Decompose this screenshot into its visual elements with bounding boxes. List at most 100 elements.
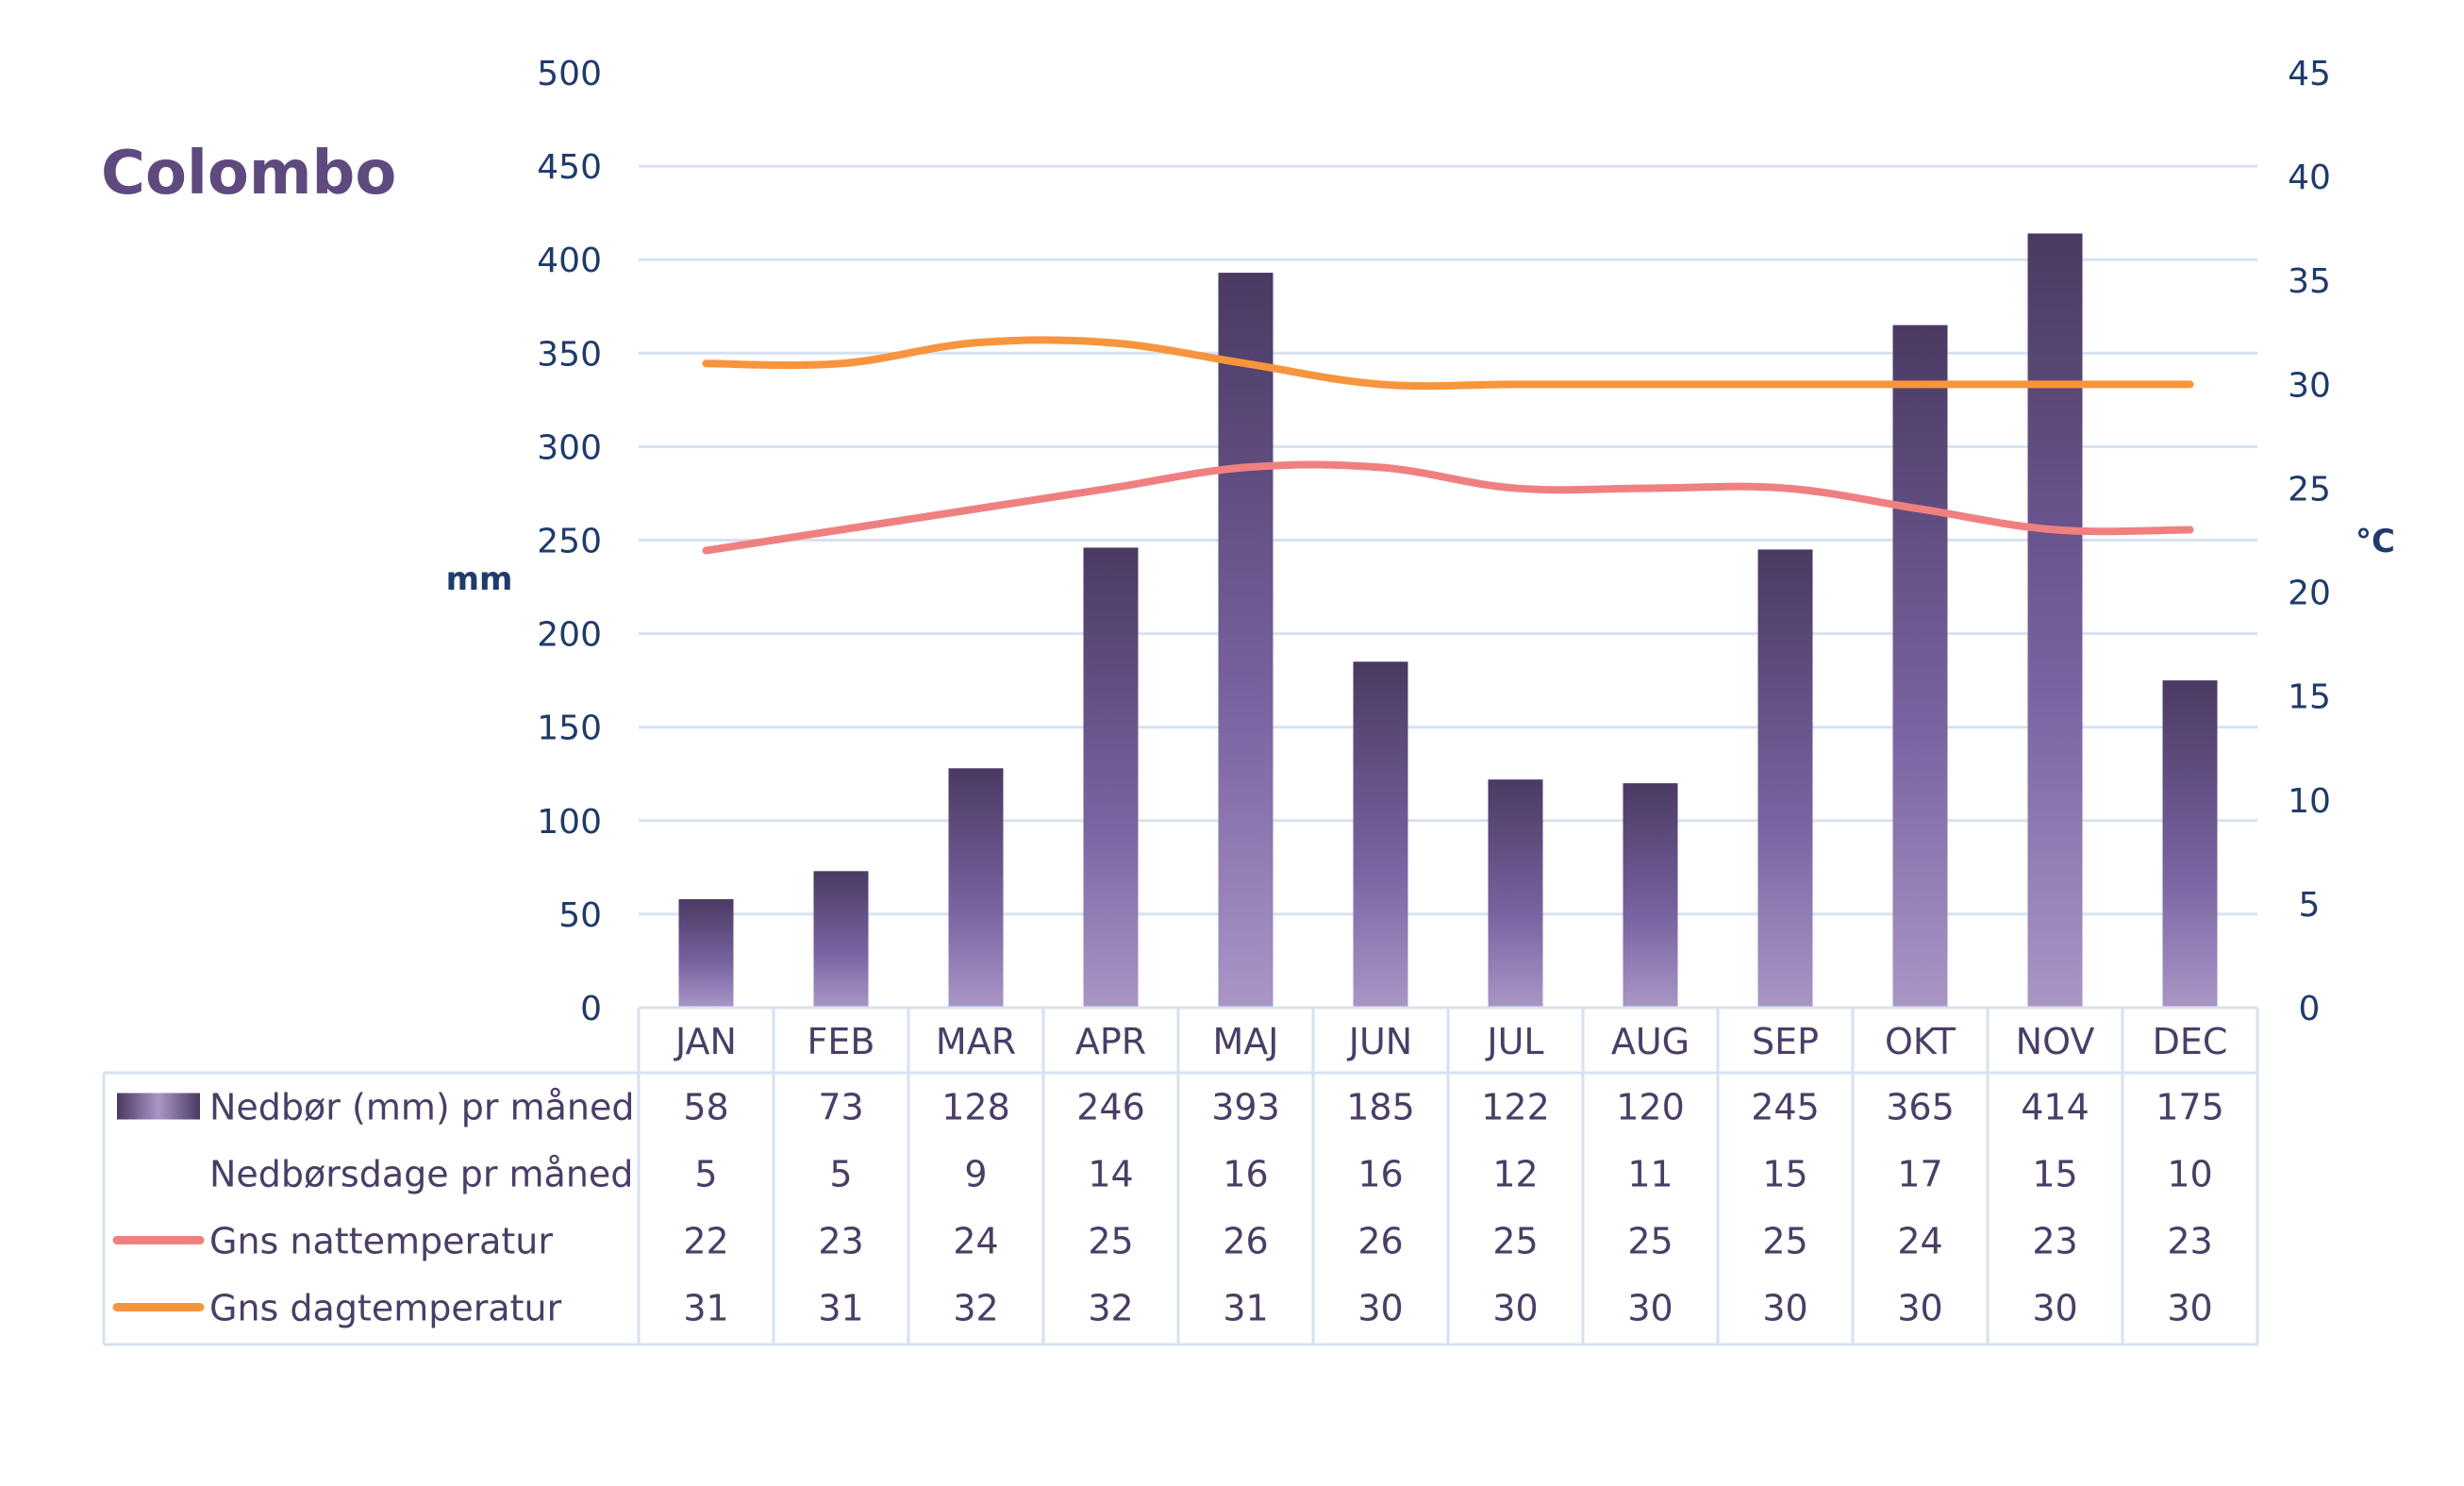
- y-tick-label-left: 100: [537, 803, 602, 842]
- bar-jul: [1488, 779, 1543, 1008]
- bar-feb: [813, 871, 869, 1008]
- table-cell: 14: [1088, 1154, 1133, 1195]
- table-cell: 245: [1751, 1087, 1820, 1128]
- y-tick-label-right: 0: [2299, 990, 2321, 1028]
- table-cell: 24: [953, 1221, 998, 1262]
- y-tick-label-right: 5: [2299, 886, 2321, 925]
- category-label-jul: JUL: [1485, 1021, 1543, 1062]
- table-cell: 120: [1616, 1087, 1685, 1128]
- bar-jun: [1353, 661, 1408, 1008]
- y-axis-left-ticks: 0 50 100 150 200 250 300 350 400 450 500: [537, 55, 602, 1028]
- table-cell: 175: [2156, 1087, 2224, 1128]
- table-cell: 5: [829, 1154, 852, 1195]
- table-cell: 26: [1357, 1221, 1403, 1262]
- table-cell: 31: [818, 1288, 863, 1329]
- bar-okt: [1892, 325, 1948, 1008]
- category-label-jan: JAN: [674, 1021, 737, 1062]
- table-cell: 17: [1897, 1154, 1942, 1195]
- bar-series-precipitation: [678, 233, 2218, 1009]
- y-tick-label-left: 200: [537, 616, 602, 655]
- y-tick-label-left: 150: [537, 710, 602, 748]
- y-axis-right-ticks: 0 5 10 15 20 25 30 35 40 45: [2288, 55, 2331, 1028]
- table-cell: 15: [2032, 1154, 2077, 1195]
- table-cell: 16: [1357, 1154, 1403, 1195]
- table-cell: 25: [1627, 1221, 1673, 1262]
- y-tick-label-right: 25: [2288, 470, 2331, 509]
- y-axis-right-label: °C: [2356, 523, 2395, 560]
- table-cell: 414: [2021, 1087, 2089, 1128]
- bar-dec: [2162, 680, 2218, 1008]
- table-cell: 365: [1886, 1087, 1955, 1128]
- category-label-dec: DEC: [2153, 1021, 2228, 1062]
- line-gns-nattemperatur: [702, 460, 2194, 555]
- y-tick-label-right: 30: [2288, 366, 2331, 405]
- table-cell: 30: [1357, 1288, 1403, 1329]
- table-row-label: Nedbørsdage pr måned: [209, 1154, 633, 1195]
- table-row-label: Nedbør (mm) pr måned: [209, 1087, 634, 1128]
- table-cell: 73: [818, 1087, 863, 1128]
- table-cell: 25: [1492, 1221, 1538, 1262]
- table-cell: 10: [2167, 1154, 2212, 1195]
- y-tick-label-left: 400: [537, 242, 602, 280]
- y-tick-label-left: 300: [537, 428, 602, 467]
- table-cell: 30: [1627, 1288, 1673, 1329]
- table-cell: 246: [1076, 1087, 1145, 1128]
- chart-title: Colombo: [101, 139, 396, 209]
- category-label-nov: NOV: [2016, 1021, 2095, 1062]
- bar-jan: [678, 899, 734, 1008]
- category-label-okt: OKT: [1885, 1021, 1956, 1062]
- y-tick-label-left: 450: [537, 148, 602, 187]
- table-cell: 12: [1492, 1154, 1538, 1195]
- table-cell: 25: [1088, 1221, 1133, 1262]
- y-tick-label-right: 20: [2288, 575, 2331, 613]
- y-tick-label-left: 350: [537, 335, 602, 374]
- y-tick-label-left: 250: [537, 523, 602, 561]
- table-cell: 26: [1223, 1221, 1268, 1262]
- bar-sep: [1757, 549, 1813, 1008]
- table-cell: 393: [1211, 1087, 1280, 1128]
- table-cell: 122: [1481, 1087, 1550, 1128]
- category-label-maj: MAJ: [1213, 1021, 1279, 1062]
- table-cell: 22: [683, 1221, 728, 1262]
- table-cell: 5: [694, 1154, 717, 1195]
- grid-lines: [639, 164, 2257, 916]
- y-tick-label-right: 40: [2288, 159, 2331, 197]
- category-label-apr: APR: [1075, 1021, 1146, 1062]
- table-cell: 30: [1762, 1288, 1807, 1329]
- table-cell: 30: [1492, 1288, 1538, 1329]
- bar-aug: [1623, 783, 1678, 1008]
- table-cell: 23: [2032, 1221, 2077, 1262]
- table-cell: 30: [1897, 1288, 1942, 1329]
- category-label-sep: SEP: [1752, 1021, 1819, 1062]
- table-cell: 185: [1346, 1087, 1415, 1128]
- y-tick-label-right: 35: [2288, 262, 2331, 301]
- category-label-mar: MAR: [936, 1021, 1016, 1062]
- y-tick-label-left: 0: [580, 990, 602, 1028]
- table-cell: 31: [683, 1288, 728, 1329]
- y-tick-label-left: 500: [537, 55, 602, 93]
- table-cell: 25: [1762, 1221, 1807, 1262]
- table-cell: 15: [1762, 1154, 1807, 1195]
- category-label-jun: JUN: [1347, 1021, 1412, 1062]
- category-label-aug: AUG: [1611, 1021, 1690, 1062]
- line-gns-dagtemperatur: [702, 336, 2194, 391]
- table-cell: 23: [818, 1221, 863, 1262]
- category-label-feb: FEB: [807, 1021, 875, 1062]
- bar-maj: [1218, 273, 1274, 1009]
- table-cell: 31: [1223, 1288, 1268, 1329]
- table-cell: 16: [1223, 1154, 1268, 1195]
- table-cell: 32: [1088, 1288, 1133, 1329]
- table-cell: 24: [1897, 1221, 1942, 1262]
- table-cell: 23: [2167, 1221, 2212, 1262]
- table-cell: 9: [964, 1154, 987, 1195]
- table-cell: 30: [2167, 1288, 2212, 1329]
- table-row-label: Gns dagtemperatur: [209, 1288, 562, 1329]
- table-cell: 11: [1627, 1154, 1673, 1195]
- bar-nov: [2027, 233, 2083, 1008]
- table-row-label: Gns nattemperatur: [209, 1221, 553, 1262]
- y-axis-left-label: mm: [446, 560, 513, 598]
- y-tick-label-right: 10: [2288, 782, 2331, 821]
- data-table: JAN FEB MAR APR MAJ JUN JUL AUG SEP OKT NOV DEC Nedb…: [102, 1006, 2259, 1346]
- table-cell: 32: [953, 1288, 998, 1329]
